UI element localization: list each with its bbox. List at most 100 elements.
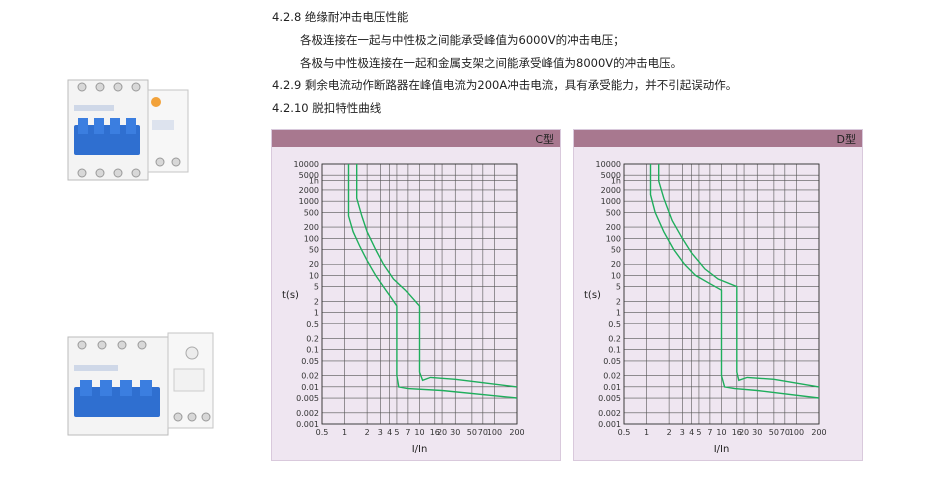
y-tick-label: 5 (616, 283, 621, 292)
y-tick-label: 1000 (299, 197, 319, 206)
y-tick-label: 0.1 (608, 346, 621, 355)
x-tick-label: 30 (450, 428, 460, 437)
x-tick-label: 2 (667, 428, 672, 437)
y-tick-label: 2000 (299, 186, 319, 195)
x-tick-label: 50 (769, 428, 779, 437)
x-tick-label: 4 (689, 428, 694, 437)
y-tick-label: 50 (611, 245, 621, 254)
trip-curve-series-1 (649, 164, 820, 399)
y-tick-label: 0.05 (603, 357, 621, 366)
y-tick-label: 20 (611, 260, 621, 269)
x-tick-label: 7 (405, 428, 410, 437)
x-axis-label: I/In (412, 444, 428, 455)
y-tick-label: 200 (606, 223, 621, 232)
x-tick-label: 0.5 (316, 428, 329, 437)
y-tick-label: 2000 (601, 186, 621, 195)
x-tick-label: 30 (752, 428, 762, 437)
chart-panel-header: C型 (272, 130, 560, 147)
y-tick-label: 100 (304, 234, 319, 243)
x-tick-label: 20 (739, 428, 749, 437)
trip-curve-series-2 (355, 164, 518, 388)
x-tick-label: 200 (811, 428, 826, 437)
y-tick-label: 0.02 (603, 372, 621, 381)
x-tick-label: 100 (487, 428, 502, 437)
y-tick-label: 10 (611, 271, 621, 280)
y-tick-label: 10000 (294, 160, 319, 169)
y-tick-label: 1h (309, 176, 319, 185)
trip-curve-series-1 (347, 164, 518, 399)
x-tick-label: 4 (387, 428, 392, 437)
x-tick-label: 70 (780, 428, 790, 437)
y-tick-label: 0.002 (296, 409, 319, 418)
y-tick-label: 200 (304, 223, 319, 232)
x-tick-label: 10 (414, 428, 424, 437)
y-tick-label: 0.005 (598, 394, 621, 403)
x-tick-label: 0.5 (618, 428, 631, 437)
x-tick-label: 200 (509, 428, 524, 437)
x-tick-label: 5 (696, 428, 701, 437)
x-tick-label: 7 (707, 428, 712, 437)
chart-panel-d: D型 0.5 1 2 3 4 5 7 10 16 20 30 50 70 100 200 10000 5000 1… (573, 129, 863, 461)
x-tick-label: 70 (478, 428, 488, 437)
x-tick-label: 1 (342, 428, 347, 437)
y-tick-label: 0.5 (306, 320, 319, 329)
y-tick-label: 500 (304, 208, 319, 217)
y-tick-label: 0.05 (301, 357, 319, 366)
y-tick-label: 10 (309, 271, 319, 280)
y-tick-label: 10000 (596, 160, 621, 169)
y-tick-label: 1 (314, 309, 319, 318)
rcbo-product-photo-top (67, 79, 189, 181)
x-tick-label: 10 (716, 428, 726, 437)
x-tick-label: 5 (394, 428, 399, 437)
section-4-2-10-heading: 4.2.10 脱扣特性曲线 (272, 101, 382, 115)
y-tick-label: 2 (314, 297, 319, 306)
y-tick-label: 0.01 (603, 383, 621, 392)
section-4-2-8-line-1: 各极连接在一起与中性极之间能承受峰值为6000V的冲击电压； (300, 33, 625, 47)
y-tick-label: 5 (314, 283, 319, 292)
x-tick-label: 2 (365, 428, 370, 437)
y-tick-label: 0.1 (306, 346, 319, 355)
chart-panel-header: D型 (574, 130, 862, 147)
y-tick-label: 1 (616, 309, 621, 318)
y-tick-label: 0.02 (301, 372, 319, 381)
plot-frame (623, 163, 820, 425)
chart-title: D型 (836, 133, 856, 146)
x-tick-label: 1 (644, 428, 649, 437)
rcbo-product-photo-bottom (67, 332, 214, 436)
x-axis-label: I/In (714, 444, 730, 455)
y-axis-label: t(s) (584, 290, 601, 301)
section-4-2-8-heading: 4.2.8 绝缘耐冲击电压性能 (272, 10, 409, 24)
y-tick-label: 1h (611, 176, 621, 185)
y-tick-label: 5000 (299, 171, 319, 180)
y-tick-label: 1000 (601, 197, 621, 206)
trip-curve-series-2 (657, 164, 820, 388)
y-tick-label: 0.002 (598, 409, 621, 418)
x-tick-label: 20 (437, 428, 447, 437)
y-tick-label: 0.2 (608, 335, 621, 344)
y-tick-label: 0.001 (598, 420, 621, 429)
y-tick-label: 100 (606, 234, 621, 243)
plot-frame (321, 163, 518, 425)
y-tick-label: 20 (309, 260, 319, 269)
chart-panel-c: C型 0.5 1 2 3 4 5 7 10 16 20 30 50 70 100 200 10000 5000 1… (271, 129, 561, 461)
section-4-2-8-line-2: 各极与中性极连接在一起和金属支架之间能承受峰值为8000V的冲击电压。 (300, 56, 683, 70)
x-tick-label: 3 (680, 428, 685, 437)
x-tick-label: 16 (732, 428, 742, 437)
y-tick-label: 50 (309, 245, 319, 254)
x-tick-label: 100 (789, 428, 804, 437)
y-tick-label: 0.2 (306, 335, 319, 344)
y-tick-label: 500 (606, 208, 621, 217)
x-tick-label: 50 (467, 428, 477, 437)
section-4-2-9-heading: 4.2.9 剩余电流动作断路器在峰值电流为200A冲击电流，具有承受能力，并不引… (272, 78, 738, 92)
y-tick-label: 0.5 (608, 320, 621, 329)
y-tick-label: 0.01 (301, 383, 319, 392)
x-tick-label: 3 (378, 428, 383, 437)
y-tick-label: 2 (616, 297, 621, 306)
y-tick-label: 0.001 (296, 420, 319, 429)
x-tick-label: 16 (430, 428, 440, 437)
chart-title: C型 (535, 133, 554, 146)
y-tick-label: 0.005 (296, 394, 319, 403)
y-axis-label: t(s) (282, 290, 299, 301)
